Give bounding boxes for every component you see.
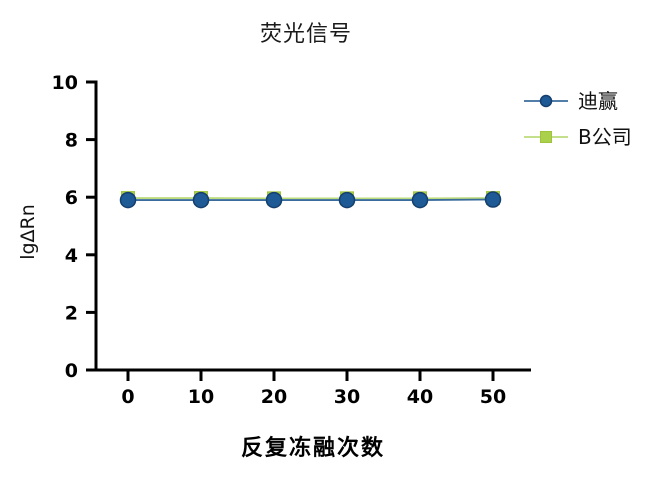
legend-square-marker-icon: [524, 131, 568, 143]
y-axis-label: lgΔRn: [17, 204, 39, 260]
legend-entry-series-2: B公司: [524, 126, 632, 148]
data-point-circle: [192, 191, 210, 209]
y-tick-label: 2: [65, 302, 78, 324]
legend-circle-marker-icon: [524, 94, 568, 108]
data-point-circle: [411, 191, 429, 209]
y-tick-label: 0: [65, 360, 78, 382]
x-tick-label: 30: [334, 386, 360, 408]
legend-marker-series-1: [539, 94, 553, 108]
y-tick-label: 6: [65, 187, 78, 209]
y-tick-label: 8: [65, 130, 78, 152]
legend-entry-series-1: 迪赢: [524, 90, 632, 112]
chart-title: 荧光信号: [259, 22, 352, 47]
legend-marker-series-2: [540, 131, 552, 143]
x-tick-label: 10: [188, 386, 214, 408]
x-tick-label: 50: [480, 386, 506, 408]
data-point-circle: [338, 191, 356, 209]
data-point-circle: [484, 191, 502, 208]
y-tick-label: 10: [52, 72, 78, 94]
x-tick-label: 40: [407, 386, 433, 408]
x-tick-label: 0: [121, 386, 134, 408]
x-tick-label: 20: [261, 386, 287, 408]
series-line: [128, 198, 494, 201]
legend-label-series-2: B公司: [578, 125, 632, 149]
x-axis-label: 反复冻融次数: [240, 436, 385, 461]
y-tick-label: 4: [65, 245, 78, 267]
data-point-circle: [119, 191, 137, 209]
legend: 迪赢 B公司: [524, 90, 632, 148]
data-point-circle: [265, 191, 283, 209]
legend-label-series-1: 迪赢: [578, 89, 618, 113]
